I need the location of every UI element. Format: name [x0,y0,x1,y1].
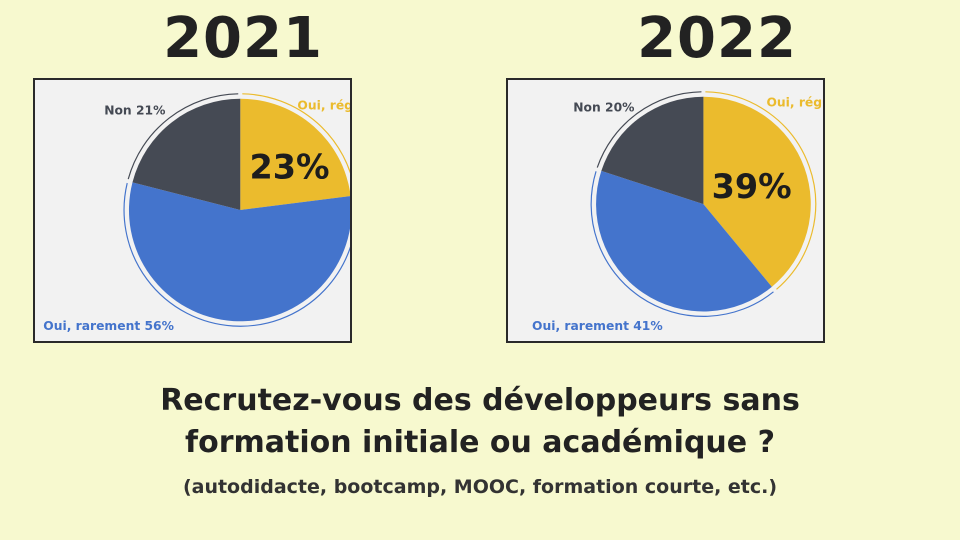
pie-slice-oui-rarement-2022 [596,170,772,312]
pie-slice-oui-regulierement-2022 [703,96,811,287]
slice-bracket-oui-rarement [123,182,350,327]
slice-label-oui-rarement: Oui, rarement 56% [43,319,174,333]
question-subtitle: (autodidacte, bootcamp, MOOC, formation … [182,476,778,498]
slice-bracket-non [596,91,702,168]
chart-title-2021: 2021 [163,6,323,71]
slice-label-oui-regulierement: Oui, régulièrement [297,99,350,113]
slice-label-non: Non 20% [573,101,634,115]
slice-bracket-oui-regulierement [242,93,350,174]
highlight-percentage: 23% [249,147,329,186]
highlight-percentage: 39% [712,167,792,206]
pie-chart-2021: Oui, régulièrement Oui, rarement 56% Non 2… [33,78,352,343]
slice-label-oui-regulierement: Oui, régulièrement [766,96,823,110]
slice-bracket-oui-regulierement [705,91,817,290]
pie-chart-2022: Oui, régulièrement Oui, rarement 41% Non 2… [506,78,825,343]
slice-bracket-non [127,93,239,180]
slice-label-oui-rarement: Oui, rarement 41% [532,319,663,333]
question-line-1: Recrutez-vous des développeurs sans [160,383,800,418]
pie-slice-non-2022 [601,96,704,205]
chart-title-2022: 2022 [637,6,797,71]
pie-slice-non-2021 [132,98,241,211]
pie-slice-oui-rarement-2021 [128,182,350,322]
question-line-2: formation initiale ou académique ? [185,425,775,460]
slice-label-non: Non 21% [104,103,165,117]
pie-slice-oui-regulierement-2021 [240,98,350,211]
slice-bracket-oui-rarement [590,171,774,317]
